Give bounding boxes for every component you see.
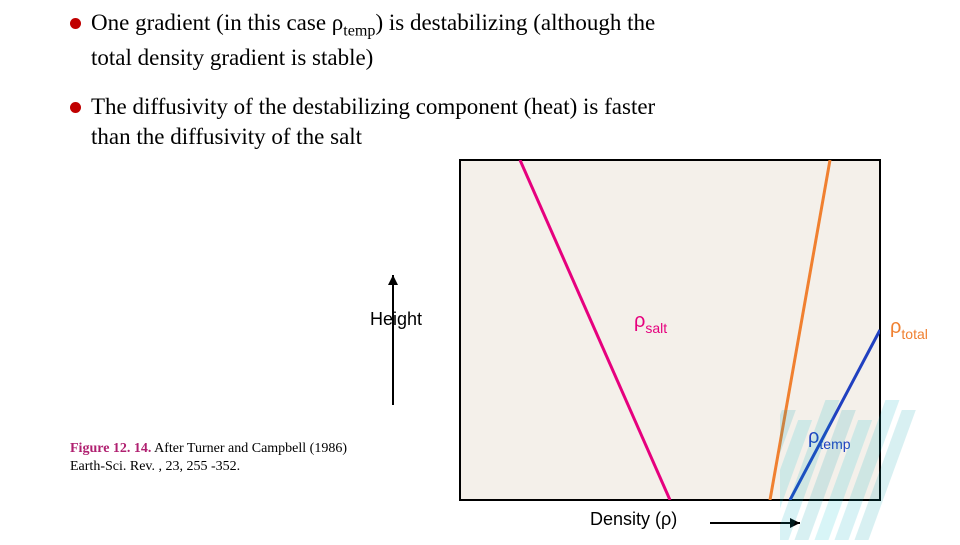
bullet-item: The diffusivity of the destabilizing com… [70,92,700,152]
svg-text:Density (ρ): Density (ρ) [590,509,677,529]
bullet-text: One gradient (in this case ρtemp) is des… [91,8,700,72]
bullet-sub: temp [343,23,375,40]
bullet-dot-icon [70,102,81,113]
bullet-pre: The diffusivity of the destabilizing com… [91,94,655,149]
figure-label: Figure 12. 14. [70,441,151,456]
density-diagram: ρsaltρtotalρtempHeightDensity (ρ) [330,155,945,540]
bullet-pre: One gradient (in this case [91,10,332,35]
diagram-svg: ρsaltρtotalρtempHeightDensity (ρ) [330,155,945,540]
bullet-list: One gradient (in this case ρtemp) is des… [0,0,700,152]
bullet-dot-icon [70,18,81,29]
bullet-item: One gradient (in this case ρtemp) is des… [70,8,700,72]
svg-text:ρtotal: ρtotal [890,316,928,342]
svg-text:Height: Height [370,309,422,329]
figure-caption: Figure 12. 14. After Turner and Campbell… [70,440,350,475]
bullet-symbol: ρ [332,10,343,35]
bullet-text: The diffusivity of the destabilizing com… [91,92,700,152]
